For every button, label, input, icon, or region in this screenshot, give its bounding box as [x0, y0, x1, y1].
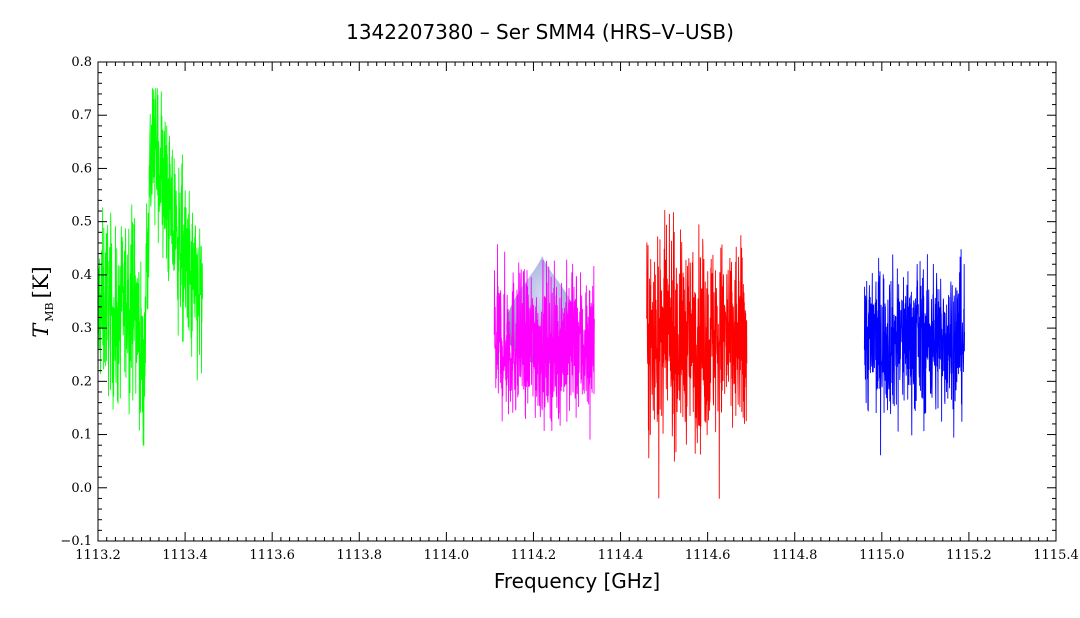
y-tick-label: 0.3 — [71, 321, 92, 336]
plot-area: WISH — [97, 61, 1057, 542]
y-axis-title-unit: [K] — [29, 266, 53, 298]
y-tick-label: 0.0 — [71, 481, 92, 496]
y-tick-label: 0.6 — [71, 161, 92, 176]
x-tick-label: 1115.0 — [859, 548, 905, 563]
y-tick-label: 0.4 — [71, 268, 92, 283]
x-tick-labels: 1113.2 1113.4 1113.6 1113.8 1114.0 1114.2 1114… — [75, 548, 1079, 563]
x-tick-label: 1114.8 — [772, 548, 818, 563]
y-axis-title: TMB [K] — [29, 266, 56, 337]
y-tick-label: 0.8 — [71, 55, 92, 70]
x-tick-label: 1113.4 — [162, 548, 208, 563]
y-tick-labels: −0.1 0.0 0.1 0.2 0.3 0.4 0.5 0.6 0.7 0.8 — [60, 55, 92, 549]
x-tick-label: 1113.2 — [75, 548, 121, 563]
spectrum-series-line — [97, 88, 203, 446]
x-tick-label: 1115.2 — [946, 548, 992, 563]
y-tick-label: 0.1 — [71, 428, 92, 443]
y-tick-label: 0.5 — [71, 215, 92, 230]
y-axis-title-sub: MB — [43, 302, 56, 321]
y-tick-label: −0.1 — [60, 534, 92, 549]
x-tick-label: 1113.6 — [249, 548, 295, 563]
y-tick-label: 0.2 — [71, 374, 92, 389]
x-tick-label: 1114.0 — [424, 548, 470, 563]
x-axis-title: Frequency [GHz] — [494, 569, 660, 593]
y-axis-title-main: T — [29, 322, 53, 338]
x-tick-label: 1113.8 — [337, 548, 383, 563]
spectrum-series-line — [863, 249, 965, 456]
x-tick-label: 1114.2 — [511, 548, 557, 563]
x-tick-label: 1114.6 — [685, 548, 731, 563]
x-tick-label: 1114.4 — [598, 548, 644, 563]
x-tick-label: 1115.4 — [1033, 548, 1079, 563]
chart-title: 1342207380 – Ser SMM4 (HRS–V–USB) — [346, 20, 734, 44]
y-tick-label: 0.7 — [71, 108, 92, 123]
series-layer — [97, 88, 965, 499]
spectrum-series-line — [646, 209, 748, 499]
ticks-layer — [97, 61, 1057, 542]
spectrum-series-line — [493, 244, 595, 440]
